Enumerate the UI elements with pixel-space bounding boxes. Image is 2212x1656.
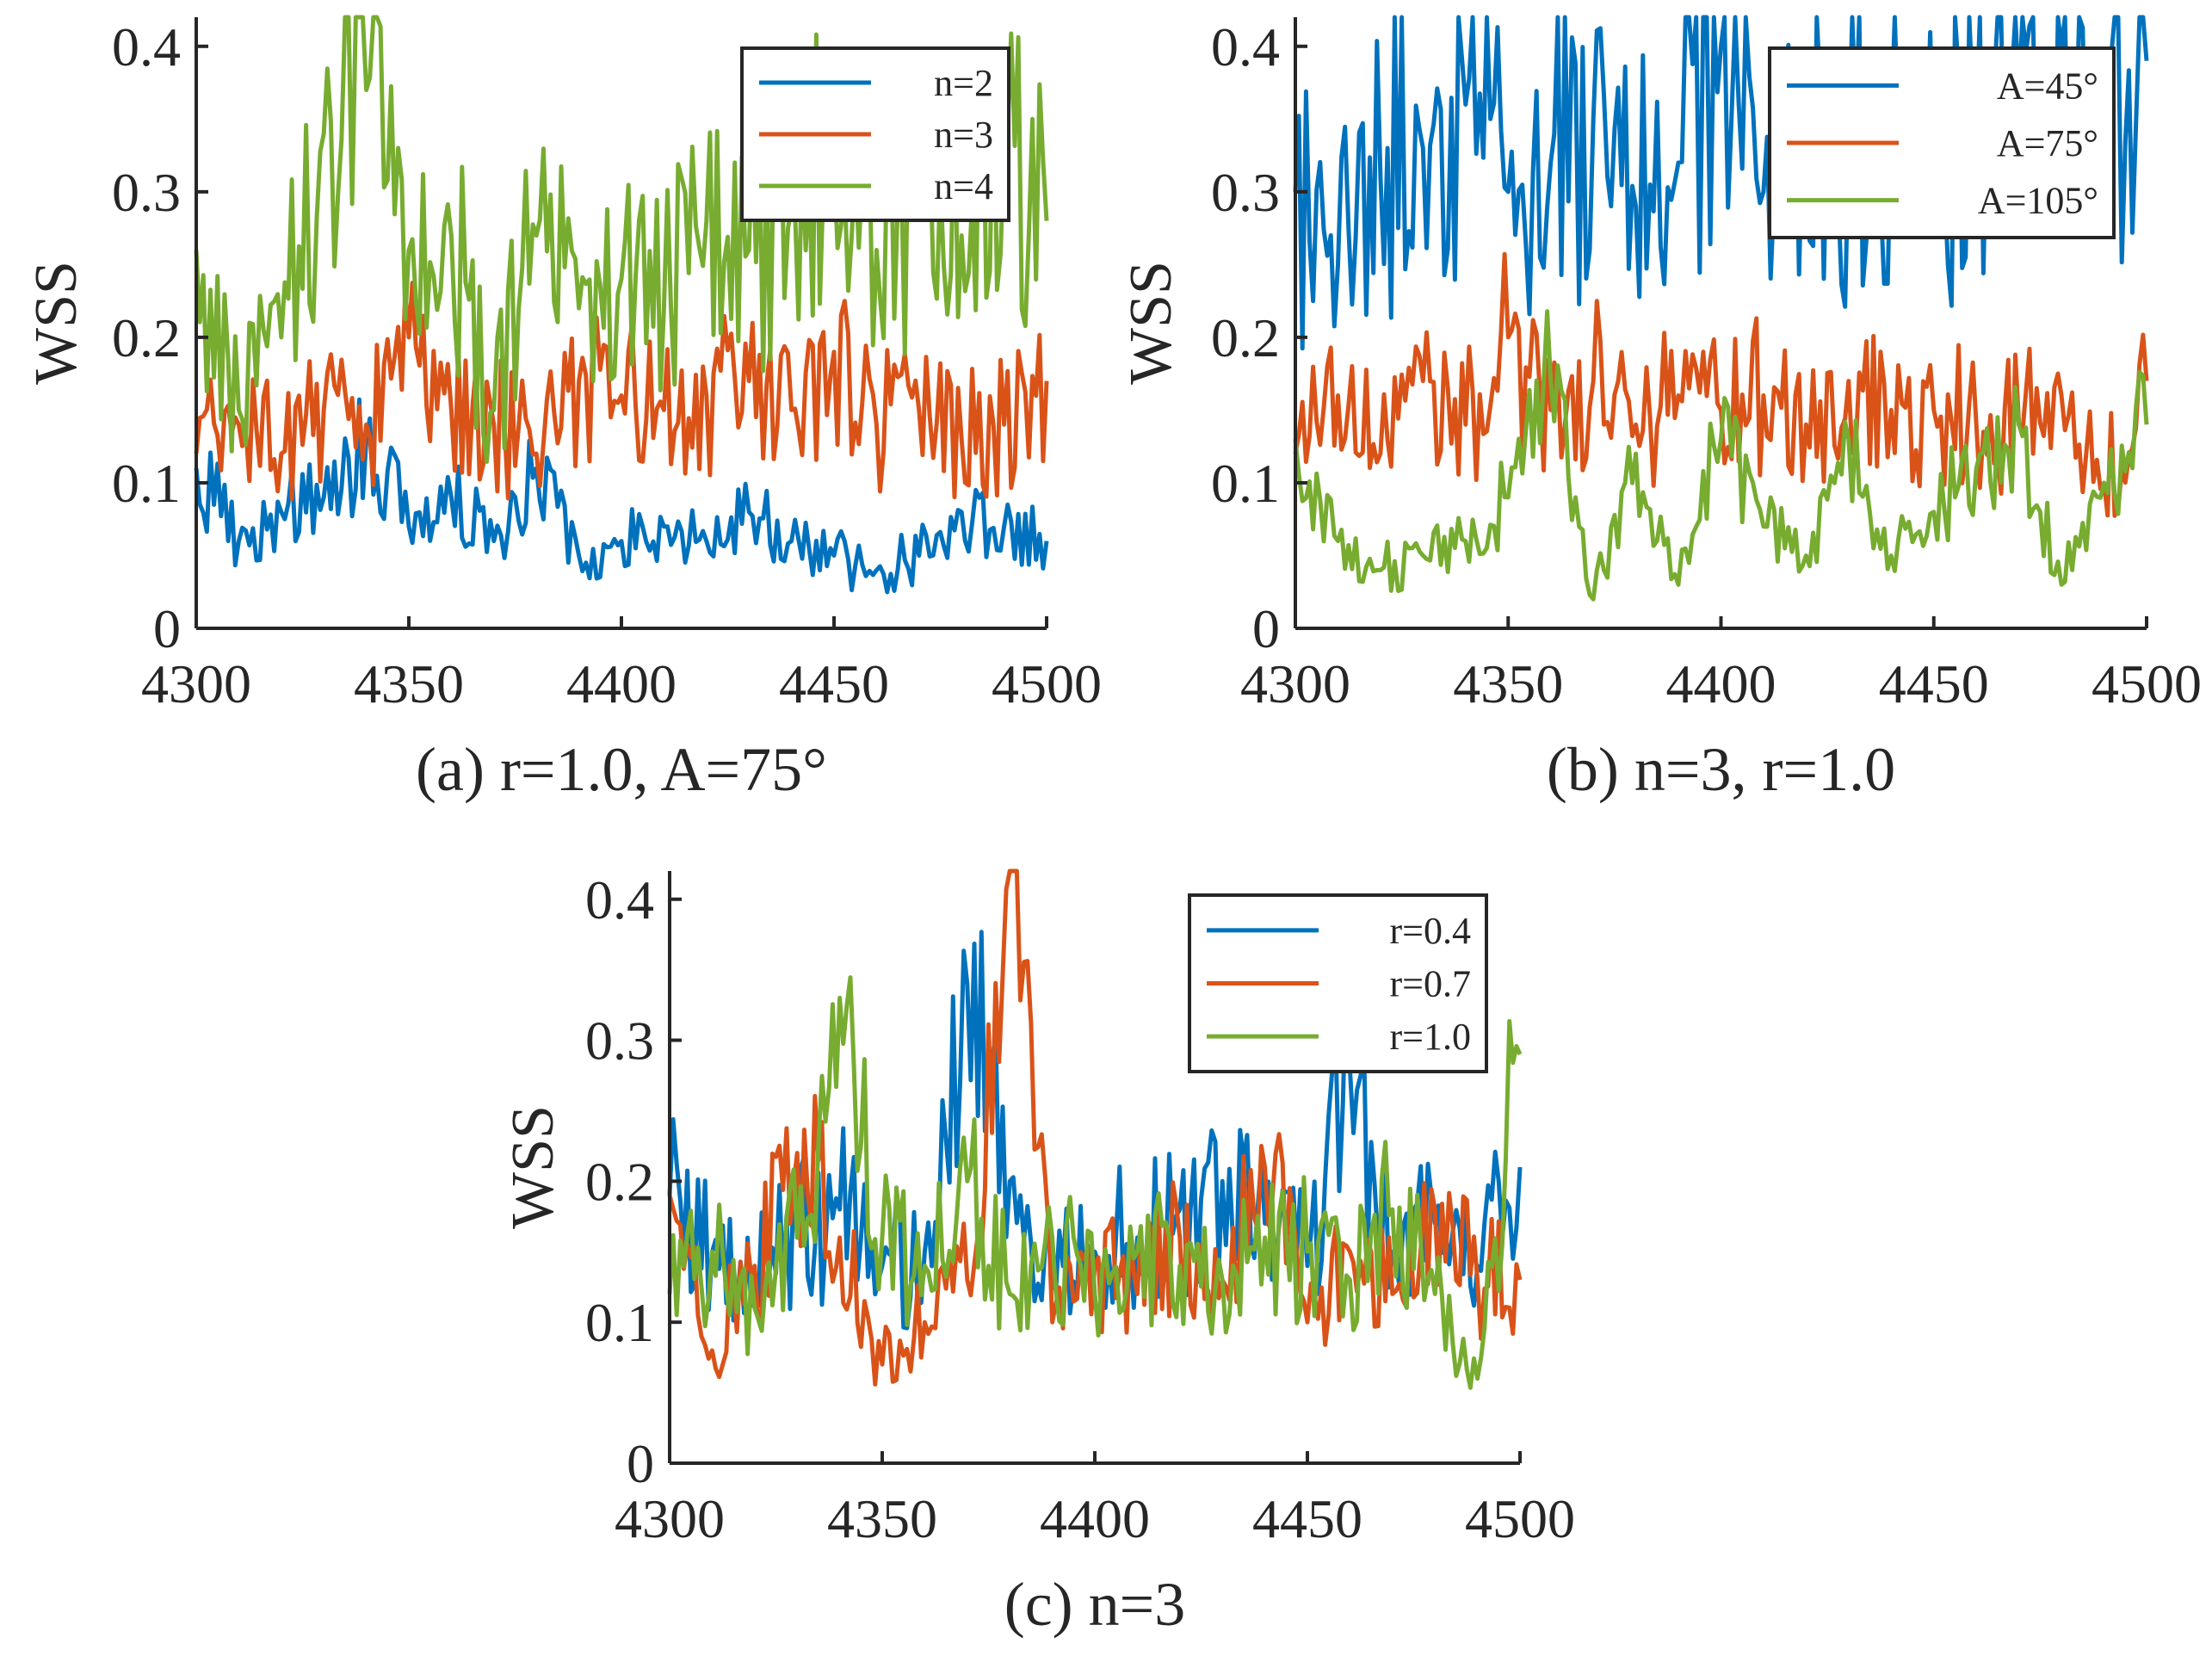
y-tick-label: 0	[627, 1433, 654, 1494]
legend-label: r=0.7	[1390, 963, 1471, 1005]
panel-caption: (c) n=3	[1004, 1570, 1186, 1639]
x-tick-label: 4350	[354, 653, 464, 714]
x-tick-label: 4400	[1040, 1488, 1150, 1549]
y-tick-label: 0.3	[585, 1010, 654, 1072]
y-tick-label: 0.4	[1211, 16, 1280, 77]
y-axis-label: WSS	[23, 261, 90, 385]
panel-b: 0 0.1 0.2 0.3 0.4 4300 4350 4400 4450 4500 WSS (b) …	[1118, 15, 2202, 804]
series-line-r-1-0	[667, 975, 1523, 1390]
y-tick-label: 0.2	[585, 1151, 654, 1212]
series-line-a-105-	[1293, 309, 2149, 602]
y-tick-label: 0.1	[585, 1292, 654, 1353]
series-line-n-4	[194, 15, 1049, 464]
series-line-a-75-	[1293, 251, 2149, 518]
x-tick-label: 4350	[1453, 653, 1563, 714]
x-tick-label: 4300	[1240, 653, 1350, 714]
panel-caption: (b) n=3, r=1.0	[1547, 735, 1895, 804]
x-tick-label: 4300	[141, 653, 251, 714]
legend-label: A=75°	[1997, 122, 2098, 164]
legend-label: n=4	[934, 165, 993, 207]
y-tick-label: 0.3	[1211, 162, 1280, 223]
y-tick-label: 0.4	[112, 16, 181, 77]
y-tick-label: 0	[1252, 598, 1280, 659]
y-tick-label: 0.1	[112, 453, 181, 514]
x-tick-label: 4500	[1465, 1488, 1575, 1549]
legend-label: r=1.0	[1390, 1016, 1471, 1058]
panel-caption: (a) r=1.0, A=75°	[416, 735, 827, 804]
x-tick-label: 4400	[1666, 653, 1776, 714]
legend-label: A=105°	[1978, 180, 2098, 222]
x-tick-label: 4500	[992, 653, 1102, 714]
legend-label: r=0.4	[1390, 910, 1471, 952]
x-tick-label: 4350	[827, 1488, 937, 1549]
legend-label: n=3	[934, 114, 993, 156]
legend: r=0.4 r=0.7 r=1.0	[1188, 893, 1488, 1073]
legend-label: n=2	[934, 62, 993, 104]
y-tick-label: 0.1	[1211, 453, 1280, 514]
x-tick-label: 4450	[779, 653, 889, 714]
series-group	[194, 15, 1049, 595]
series-line-n-2	[194, 397, 1049, 595]
x-tick-label: 4400	[566, 653, 677, 714]
x-tick-label: 4500	[2092, 653, 2202, 714]
legend: n=2 n=3 n=4	[740, 46, 1010, 222]
y-axis-label: WSS	[1118, 261, 1184, 385]
y-axis-label: WSS	[500, 1105, 566, 1229]
legend-label: A=45°	[1997, 65, 2098, 107]
x-tick-label: 4450	[1252, 1488, 1362, 1549]
panel-c: 0 0.1 0.2 0.3 0.4 4300 4350 4400 4450 4500 WSS (c) …	[500, 868, 1575, 1639]
legend: A=45° A=75° A=105°	[1768, 46, 2116, 239]
series-line-n-3	[194, 281, 1049, 502]
y-tick-label: 0	[153, 598, 181, 659]
y-tick-label: 0.2	[112, 307, 181, 368]
x-tick-label: 4450	[1879, 653, 1989, 714]
y-tick-label: 0.3	[112, 162, 181, 223]
y-tick-label: 0.2	[1211, 307, 1280, 368]
series-group	[667, 868, 1523, 1390]
panel-a: 0 0.1 0.2 0.3 0.4 4300 4350 4400 4450 4500 WSS (a) …	[23, 15, 1102, 804]
y-tick-label: 0.4	[585, 869, 654, 930]
x-tick-label: 4300	[615, 1488, 725, 1549]
